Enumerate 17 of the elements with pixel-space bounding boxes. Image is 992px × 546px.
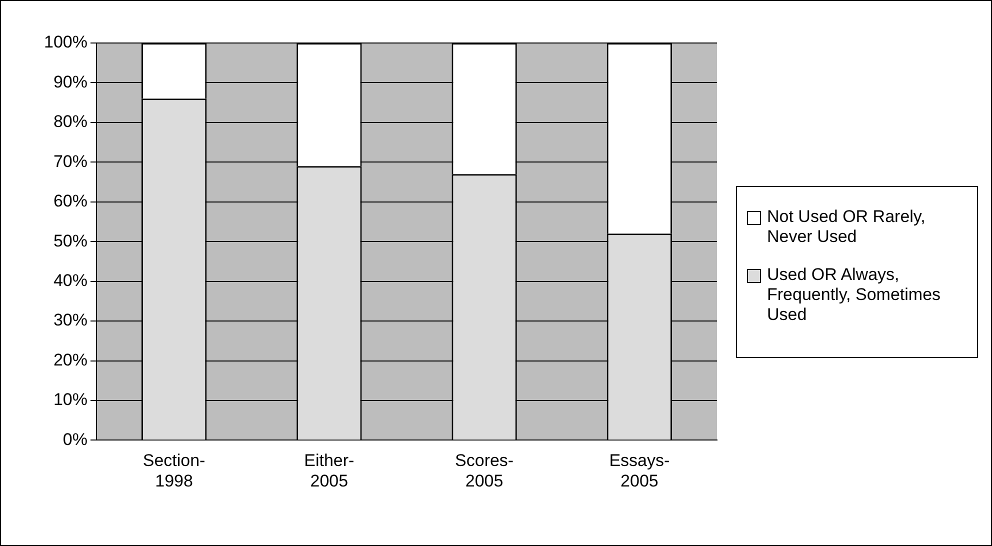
y-tick-label: 90% (53, 72, 88, 92)
legend-label: Not Used OR Rarely, Never Used (767, 207, 926, 247)
x-tick-label: Either-2005 (304, 451, 354, 490)
x-tick-label: Essays-2005 (609, 451, 670, 490)
y-tick-label: 50% (53, 231, 88, 250)
y-tick-label: 100% (44, 32, 88, 52)
y-tick-label: 10% (53, 390, 88, 410)
legend-label: Used OR Always, Frequently, Sometimes Used (767, 265, 942, 325)
x-tick-label: Scores-2005 (455, 451, 514, 490)
y-tick-label: 60% (53, 192, 88, 211)
y-tick-label: 30% (53, 310, 88, 330)
y-tick-label: 40% (53, 271, 88, 290)
x-tick-label: Section-1998 (142, 451, 206, 490)
y-tick-label: 0% (62, 430, 88, 449)
y-tick-label: 80% (53, 112, 88, 132)
y-tick-label: 20% (53, 350, 88, 370)
y-tick-label: 70% (53, 152, 88, 171)
